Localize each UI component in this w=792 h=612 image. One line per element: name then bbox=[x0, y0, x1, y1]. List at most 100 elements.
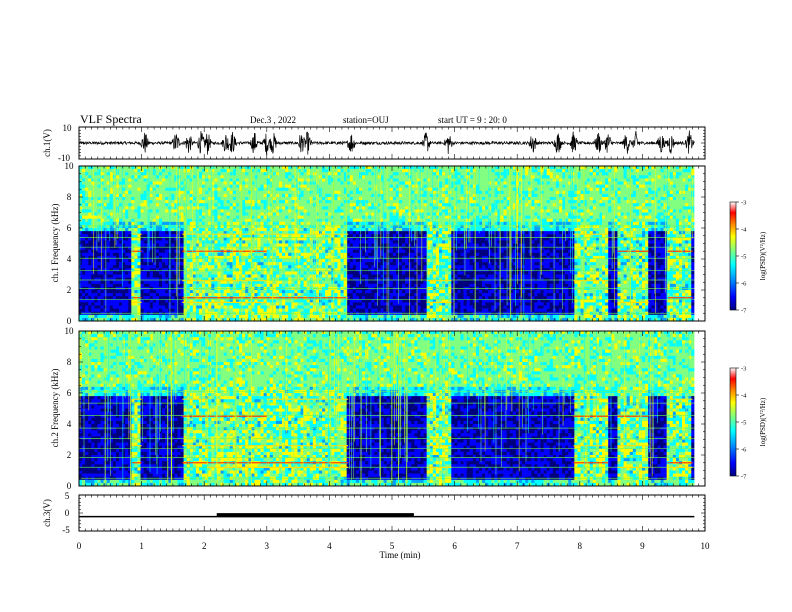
spectrogram-cell bbox=[294, 178, 298, 182]
spectrogram-cell bbox=[260, 209, 264, 213]
spectrogram-cell bbox=[220, 237, 224, 241]
spectrogram-cell bbox=[337, 234, 341, 238]
spectrogram-cell bbox=[368, 262, 372, 266]
spectrogram-cell bbox=[159, 299, 163, 303]
spectrogram-cell bbox=[177, 302, 181, 306]
spectrogram-cell bbox=[251, 314, 255, 319]
spectrogram-cell bbox=[171, 206, 175, 210]
spectrogram-cell bbox=[128, 166, 132, 170]
spectrogram-cell bbox=[119, 197, 123, 201]
spectrogram-cell bbox=[140, 240, 144, 244]
spectrogram-cell bbox=[340, 197, 344, 201]
spectrogram-cell bbox=[331, 197, 335, 201]
spectrogram-cell bbox=[257, 212, 261, 216]
spectrogram-cell bbox=[131, 178, 135, 182]
spectrogram-cell bbox=[202, 221, 206, 226]
spectrogram-cell bbox=[368, 212, 372, 216]
spectrogram-cell bbox=[365, 290, 369, 294]
spectrogram-cell bbox=[235, 178, 240, 182]
spectrogram-cell bbox=[260, 305, 264, 309]
spectrogram-cell bbox=[340, 221, 344, 226]
spectrogram-cell bbox=[214, 169, 218, 173]
spectrogram-cell bbox=[112, 234, 117, 238]
spectrogram-cell bbox=[368, 249, 372, 254]
spectrogram-cell bbox=[180, 187, 184, 192]
spectrogram-cell bbox=[297, 252, 301, 257]
spectrogram-cell bbox=[285, 200, 289, 204]
spectrogram-cell bbox=[192, 274, 197, 278]
spectrogram-cell bbox=[337, 290, 341, 294]
spectrogram-cell bbox=[260, 166, 264, 170]
spectrogram-cell bbox=[349, 296, 354, 300]
spectrogram-cell bbox=[266, 190, 271, 195]
spectrogram-cell bbox=[235, 274, 240, 278]
spectrogram-cell bbox=[140, 234, 144, 238]
spectrogram-cell bbox=[94, 206, 98, 210]
spectrogram-cell bbox=[263, 184, 267, 188]
spectrogram-cell bbox=[352, 255, 357, 260]
spectrogram-cell bbox=[291, 314, 295, 319]
spectrogram-cell bbox=[275, 224, 280, 229]
spectrogram-cell bbox=[100, 246, 104, 250]
spectrogram-cell bbox=[325, 190, 329, 195]
spectrogram-cell bbox=[352, 181, 357, 185]
spectrogram-cell bbox=[306, 268, 311, 272]
spectrogram-cell bbox=[208, 228, 212, 232]
spectrogram-cell bbox=[226, 237, 231, 241]
spectrogram-cell bbox=[97, 283, 101, 288]
spectrogram-cell bbox=[251, 215, 255, 219]
spectrogram-cell bbox=[137, 231, 141, 235]
spectrogram-cell bbox=[112, 255, 117, 260]
spectrogram-cell bbox=[91, 218, 95, 223]
spectrogram-cell bbox=[137, 200, 141, 204]
spectrogram-cell bbox=[152, 296, 157, 300]
spectrogram-cell bbox=[109, 293, 114, 297]
spectrogram-cell bbox=[171, 268, 175, 272]
spectrogram-cell bbox=[186, 240, 191, 244]
spectrogram-cell bbox=[352, 252, 357, 257]
spectrogram-cell bbox=[217, 259, 221, 263]
spectrogram-cell bbox=[238, 187, 243, 192]
spectrogram-cell bbox=[180, 224, 184, 229]
spectrogram-cell bbox=[205, 252, 209, 257]
spectrogram-cell bbox=[85, 317, 89, 321]
spectrogram-cell bbox=[325, 255, 329, 260]
spectrogram-cell bbox=[155, 228, 160, 232]
spectrogram-cell bbox=[235, 317, 240, 321]
spectrogram-cell bbox=[315, 271, 320, 275]
spectrogram-cell bbox=[282, 203, 286, 207]
spectrogram-cell bbox=[282, 209, 286, 213]
spectrogram-cell bbox=[297, 221, 301, 226]
spectrogram-cell bbox=[186, 209, 191, 213]
spectrogram-cell bbox=[140, 209, 144, 213]
spectrogram-cell bbox=[248, 178, 252, 182]
spectrogram-cell bbox=[368, 206, 372, 210]
spectrogram-cell bbox=[109, 190, 114, 195]
spectrogram-cell bbox=[149, 308, 154, 312]
spectrogram-cell bbox=[266, 215, 271, 219]
spectrogram-cell bbox=[112, 197, 117, 201]
spectrogram-cell bbox=[180, 280, 184, 285]
spectrogram-cell bbox=[355, 197, 360, 201]
spectrogram-cell bbox=[140, 274, 144, 278]
spectrogram-cell bbox=[291, 175, 295, 179]
spectrogram-cell bbox=[79, 209, 83, 213]
spectrogram-cell bbox=[238, 274, 243, 278]
spectrogram-cell bbox=[131, 218, 135, 223]
spectrogram-cell bbox=[143, 200, 147, 204]
spectrogram-cell bbox=[242, 187, 246, 192]
spectrogram-cell bbox=[162, 197, 166, 201]
spectrogram-cell bbox=[285, 175, 289, 179]
spectrogram-cell bbox=[349, 305, 354, 309]
spectrogram-cell bbox=[337, 308, 341, 312]
spectrogram-cell bbox=[263, 228, 267, 232]
spectrogram-cell bbox=[352, 246, 357, 250]
spectrogram-cell bbox=[229, 218, 234, 223]
spectrogram-cell bbox=[162, 249, 166, 254]
spectrogram-cell bbox=[235, 255, 240, 260]
spectrogram-cell bbox=[192, 299, 197, 303]
spectrogram-cell bbox=[159, 193, 163, 198]
spectrogram-cell bbox=[346, 175, 351, 179]
spectrogram-cell bbox=[122, 237, 126, 241]
spectrogram-cell bbox=[362, 296, 366, 300]
